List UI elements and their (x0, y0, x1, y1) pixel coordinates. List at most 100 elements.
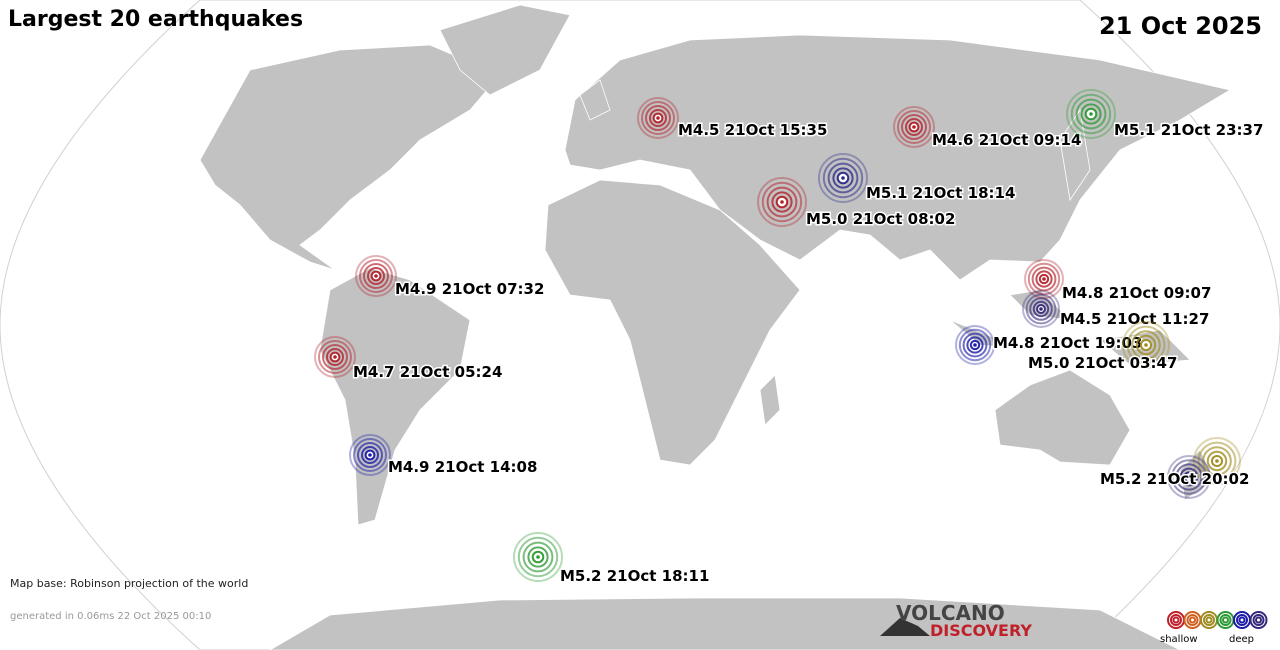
marker-dot (1215, 459, 1219, 463)
quake-label: M4.8 21Oct 19:03 (993, 334, 1142, 352)
marker-ring (905, 118, 923, 136)
marker-ring (761, 181, 803, 223)
quake-marker[interactable] (1167, 455, 1211, 499)
legend-ring (1172, 616, 1180, 624)
marker-dot (333, 355, 337, 359)
logo-line1: VOLCANO (896, 601, 1005, 625)
legend-ring (1205, 616, 1213, 624)
marker-ring (1025, 293, 1057, 325)
marker-ring (361, 446, 379, 464)
marker-ring (757, 177, 807, 227)
legend-ring (1219, 614, 1232, 626)
marker-ring (349, 434, 391, 476)
logo-line2: DISCOVERY (930, 621, 1032, 640)
marker-ring (1206, 450, 1228, 472)
legend-ring (1236, 614, 1248, 626)
quake-marker[interactable] (818, 153, 868, 203)
marker-dot (1187, 475, 1191, 479)
quake-marker[interactable] (955, 325, 995, 365)
map-base-note: Map base: Robinson projection of the wor… (10, 577, 248, 590)
marker-ring (893, 106, 935, 148)
quake-label: M5.1 21Oct 23:37 (1114, 121, 1263, 139)
marker-ring (326, 348, 344, 366)
marker-ring (527, 546, 549, 568)
marker-ring (367, 267, 385, 285)
marker-ring (1080, 103, 1102, 125)
marker-ring (353, 438, 387, 472)
marker-ring (1202, 446, 1232, 476)
marker-ring (1197, 441, 1237, 481)
marker-ring (818, 153, 868, 203)
marker-ring (318, 340, 352, 374)
quake-label: M4.6 21Oct 09:14 (932, 131, 1081, 149)
legend-ring (1186, 614, 1199, 626)
marker-ring (513, 532, 563, 582)
marker-ring (637, 97, 679, 139)
marker-dot (780, 200, 784, 204)
marker-ring (1035, 270, 1053, 288)
marker-ring (766, 186, 798, 218)
marker-ring (1131, 330, 1161, 360)
marker-ring (1022, 290, 1060, 328)
marker-ring (822, 157, 864, 199)
marker-ring (1066, 89, 1116, 139)
marker-dot (1039, 307, 1043, 311)
marker-ring (522, 541, 554, 573)
title: Largest 20 earthquakes (8, 7, 303, 32)
marker-dot (1144, 343, 1148, 347)
quake-marker[interactable] (893, 106, 935, 148)
legend-ring (1170, 614, 1182, 626)
quake-layer: M4.5 21Oct 15:35 M4.6 21Oct 09:14 M5.1 21O… (314, 89, 1265, 587)
legend-shallow: shallow (1160, 634, 1198, 645)
marker-dot (912, 125, 916, 129)
quake-label: M4.5 21Oct 15:35 (678, 121, 827, 139)
quake-marker[interactable] (1022, 290, 1060, 328)
marker-ring (1031, 266, 1057, 292)
legend-ring (1255, 616, 1262, 624)
quake-marker[interactable] (637, 97, 679, 139)
quake-marker[interactable] (314, 336, 356, 378)
quake-label: M5.2 21Oct 18:11 (560, 567, 709, 585)
marker-ring (1032, 300, 1050, 318)
quake-marker[interactable] (1122, 321, 1170, 369)
marker-ring (1167, 455, 1211, 499)
marker-ring (1175, 463, 1203, 491)
logo[interactable]: VOLCANO DISCOVERY (880, 601, 1032, 640)
quake-label: M4.9 21Oct 14:08 (388, 458, 537, 476)
marker-ring (832, 167, 854, 189)
generated-note: generated in 0.06ms 22 Oct 2025 00:10 (10, 611, 211, 622)
quake-marker[interactable] (1193, 437, 1241, 485)
quake-marker[interactable] (349, 434, 391, 476)
legend: shallow deep (1160, 611, 1268, 645)
marker-ring (966, 336, 984, 354)
marker-dot (368, 453, 372, 457)
legend-ring (1189, 616, 1196, 624)
marker-ring (958, 328, 992, 362)
marker-dot (374, 274, 378, 278)
quake-marker[interactable] (355, 255, 397, 297)
legend-ring (1203, 614, 1215, 626)
land (199, 4, 1232, 650)
marker-ring (955, 325, 995, 365)
quake-label: M4.5 21Oct 11:27 (1060, 310, 1209, 328)
marker-ring (1179, 467, 1199, 487)
quake-label: M5.2 21Oct 20:02 (1100, 470, 1249, 488)
legend-ring (1249, 611, 1268, 629)
marker-ring (363, 263, 389, 289)
marker-dot (656, 116, 660, 120)
marker-ring (1070, 93, 1112, 135)
quake-marker[interactable] (757, 177, 807, 227)
legend-ring (1238, 616, 1246, 624)
quake-label: M5.1 21Oct 18:14 (866, 184, 1015, 202)
marker-ring (827, 162, 859, 194)
legend-ring (1252, 614, 1265, 626)
marker-ring (359, 259, 393, 293)
marker-ring (322, 344, 348, 370)
quake-marker[interactable] (1066, 89, 1116, 139)
quake-marker[interactable] (513, 532, 563, 582)
marker-ring (1171, 459, 1207, 495)
marker-dot (536, 555, 540, 559)
marker-ring (314, 336, 356, 378)
legend-ring (1222, 616, 1229, 624)
quake-label: M4.8 21Oct 09:07 (1062, 284, 1211, 302)
